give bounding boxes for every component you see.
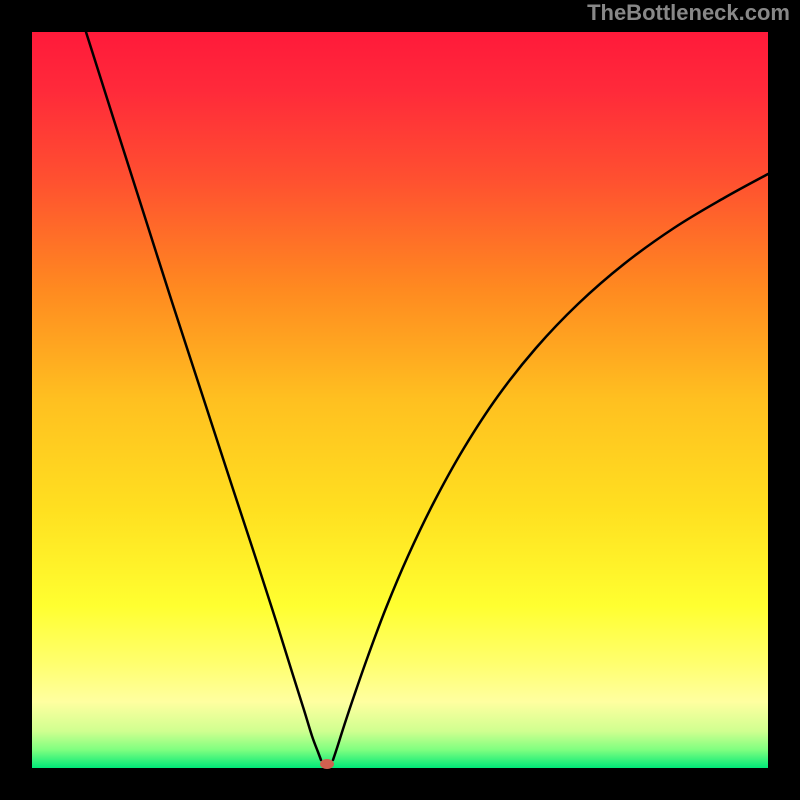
plot-area [32,32,768,768]
bottleneck-curve-left [86,32,321,760]
bottleneck-curve-right [333,174,768,760]
watermark-text: TheBottleneck.com [587,0,790,26]
curve-layer [32,32,768,768]
minimum-marker [320,759,334,769]
